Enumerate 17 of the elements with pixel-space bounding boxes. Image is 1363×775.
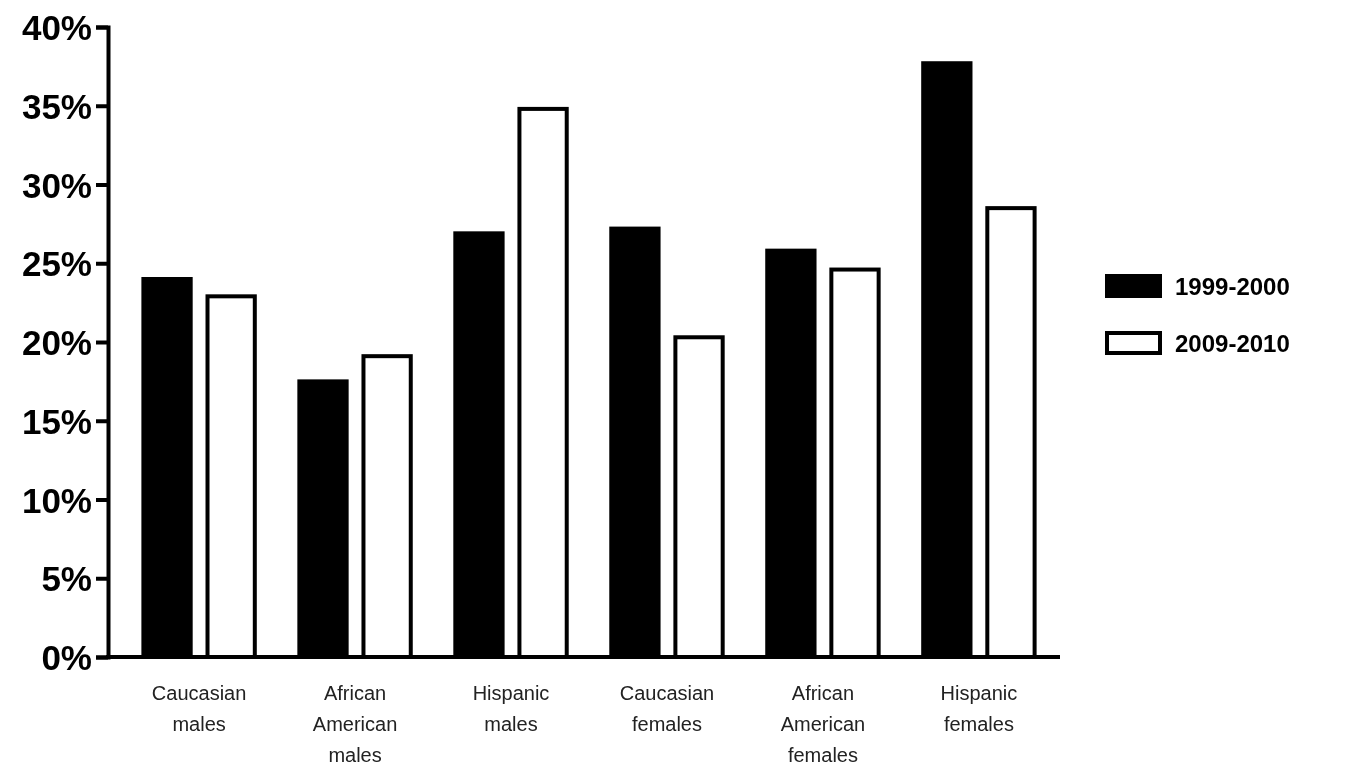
x-tick-label: Hispanic females — [940, 682, 1018, 735]
x-tick-label: African American females — [780, 682, 866, 766]
y-tick-label: 10% — [21, 480, 92, 520]
y-tick-label: 25% — [21, 244, 92, 284]
y-tick-label: 35% — [21, 86, 92, 126]
y-tick-label: 30% — [21, 165, 92, 205]
legend-label: 2009-2010 — [1175, 329, 1290, 357]
y-tick-label: 40% — [21, 8, 92, 48]
x-tick-label: Caucasian females — [619, 682, 715, 735]
x-tick-label: Caucasian males — [151, 682, 247, 735]
y-tick-label: 15% — [21, 401, 92, 441]
y-tick-label: 0% — [41, 638, 92, 678]
y-tick-label: 5% — [41, 559, 92, 599]
x-tick-label: African American males — [312, 682, 398, 766]
legend-label: 1999-2000 — [1175, 272, 1290, 300]
x-tick-label: Hispanic males — [472, 682, 550, 735]
y-tick-label: 20% — [21, 323, 92, 363]
